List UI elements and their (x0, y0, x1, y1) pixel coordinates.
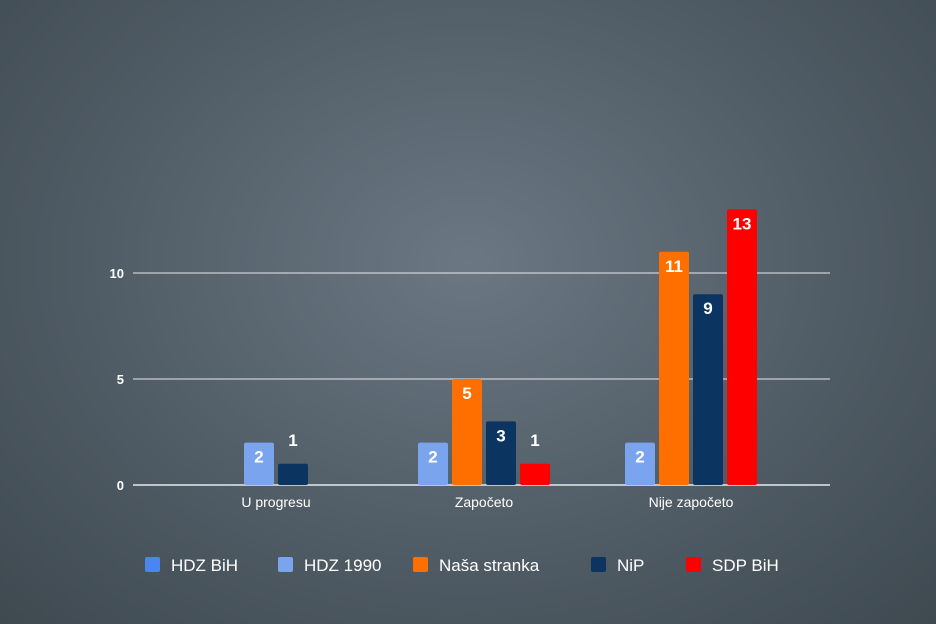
data-label: 13 (733, 214, 752, 233)
bar-hdz-1990 (625, 442, 655, 485)
data-label: 9 (703, 299, 712, 318)
legend-swatch (145, 557, 160, 572)
legend-label: NiP (617, 556, 644, 575)
bar-na-a-stranka (452, 379, 482, 485)
y-tick-label: 5 (117, 372, 124, 387)
bar-na-a-stranka (659, 251, 689, 485)
legend-label: SDP BiH (712, 556, 779, 575)
y-tick-label: 0 (117, 478, 124, 493)
bar-sdp-bih (727, 209, 757, 485)
data-label: 11 (665, 257, 683, 276)
bar-hdz-1990 (244, 442, 274, 485)
bar-hdz-1990 (418, 442, 448, 485)
data-label: 2 (635, 448, 644, 467)
legend-label: HDZ BiH (171, 556, 238, 575)
x-category-label: Započeto (455, 494, 514, 510)
bars (244, 209, 757, 485)
data-label: 2 (254, 448, 263, 467)
x-axis-categories: U progresu Započeto Nije započeto (241, 494, 733, 510)
legend-swatch (278, 557, 293, 572)
y-tick-label: 10 (110, 266, 124, 281)
data-label: 1 (288, 431, 297, 450)
data-labels: 2 1 2 5 3 1 2 11 9 13 (254, 214, 751, 466)
legend-swatch (591, 557, 606, 572)
data-label: 2 (428, 448, 437, 467)
legend-swatch (413, 557, 428, 572)
legend-item[interactable]: Naša stranka (413, 556, 540, 575)
legend-item[interactable]: SDP BiH (686, 556, 779, 575)
data-label: 3 (496, 426, 505, 445)
legend-item[interactable]: HDZ BiH (145, 556, 238, 575)
x-category-label: Nije započeto (649, 494, 734, 510)
bar-sdp-bih (520, 463, 550, 485)
legend-swatch (686, 557, 701, 572)
legend-item[interactable]: HDZ 1990 (278, 556, 381, 575)
bar-nip (486, 421, 516, 485)
x-category-label: U progresu (241, 494, 310, 510)
legend-label: Naša stranka (439, 556, 540, 575)
legend: HDZ BiH HDZ 1990 Naša stranka NiP SDP BiH (145, 556, 779, 575)
data-label: 5 (462, 384, 471, 403)
bar-nip (693, 294, 723, 485)
bar-nip (278, 463, 308, 485)
y-axis-ticks: 0 5 10 (110, 266, 124, 493)
legend-label: HDZ 1990 (304, 556, 381, 575)
data-label: 1 (530, 431, 539, 450)
legend-item[interactable]: NiP (591, 556, 644, 575)
